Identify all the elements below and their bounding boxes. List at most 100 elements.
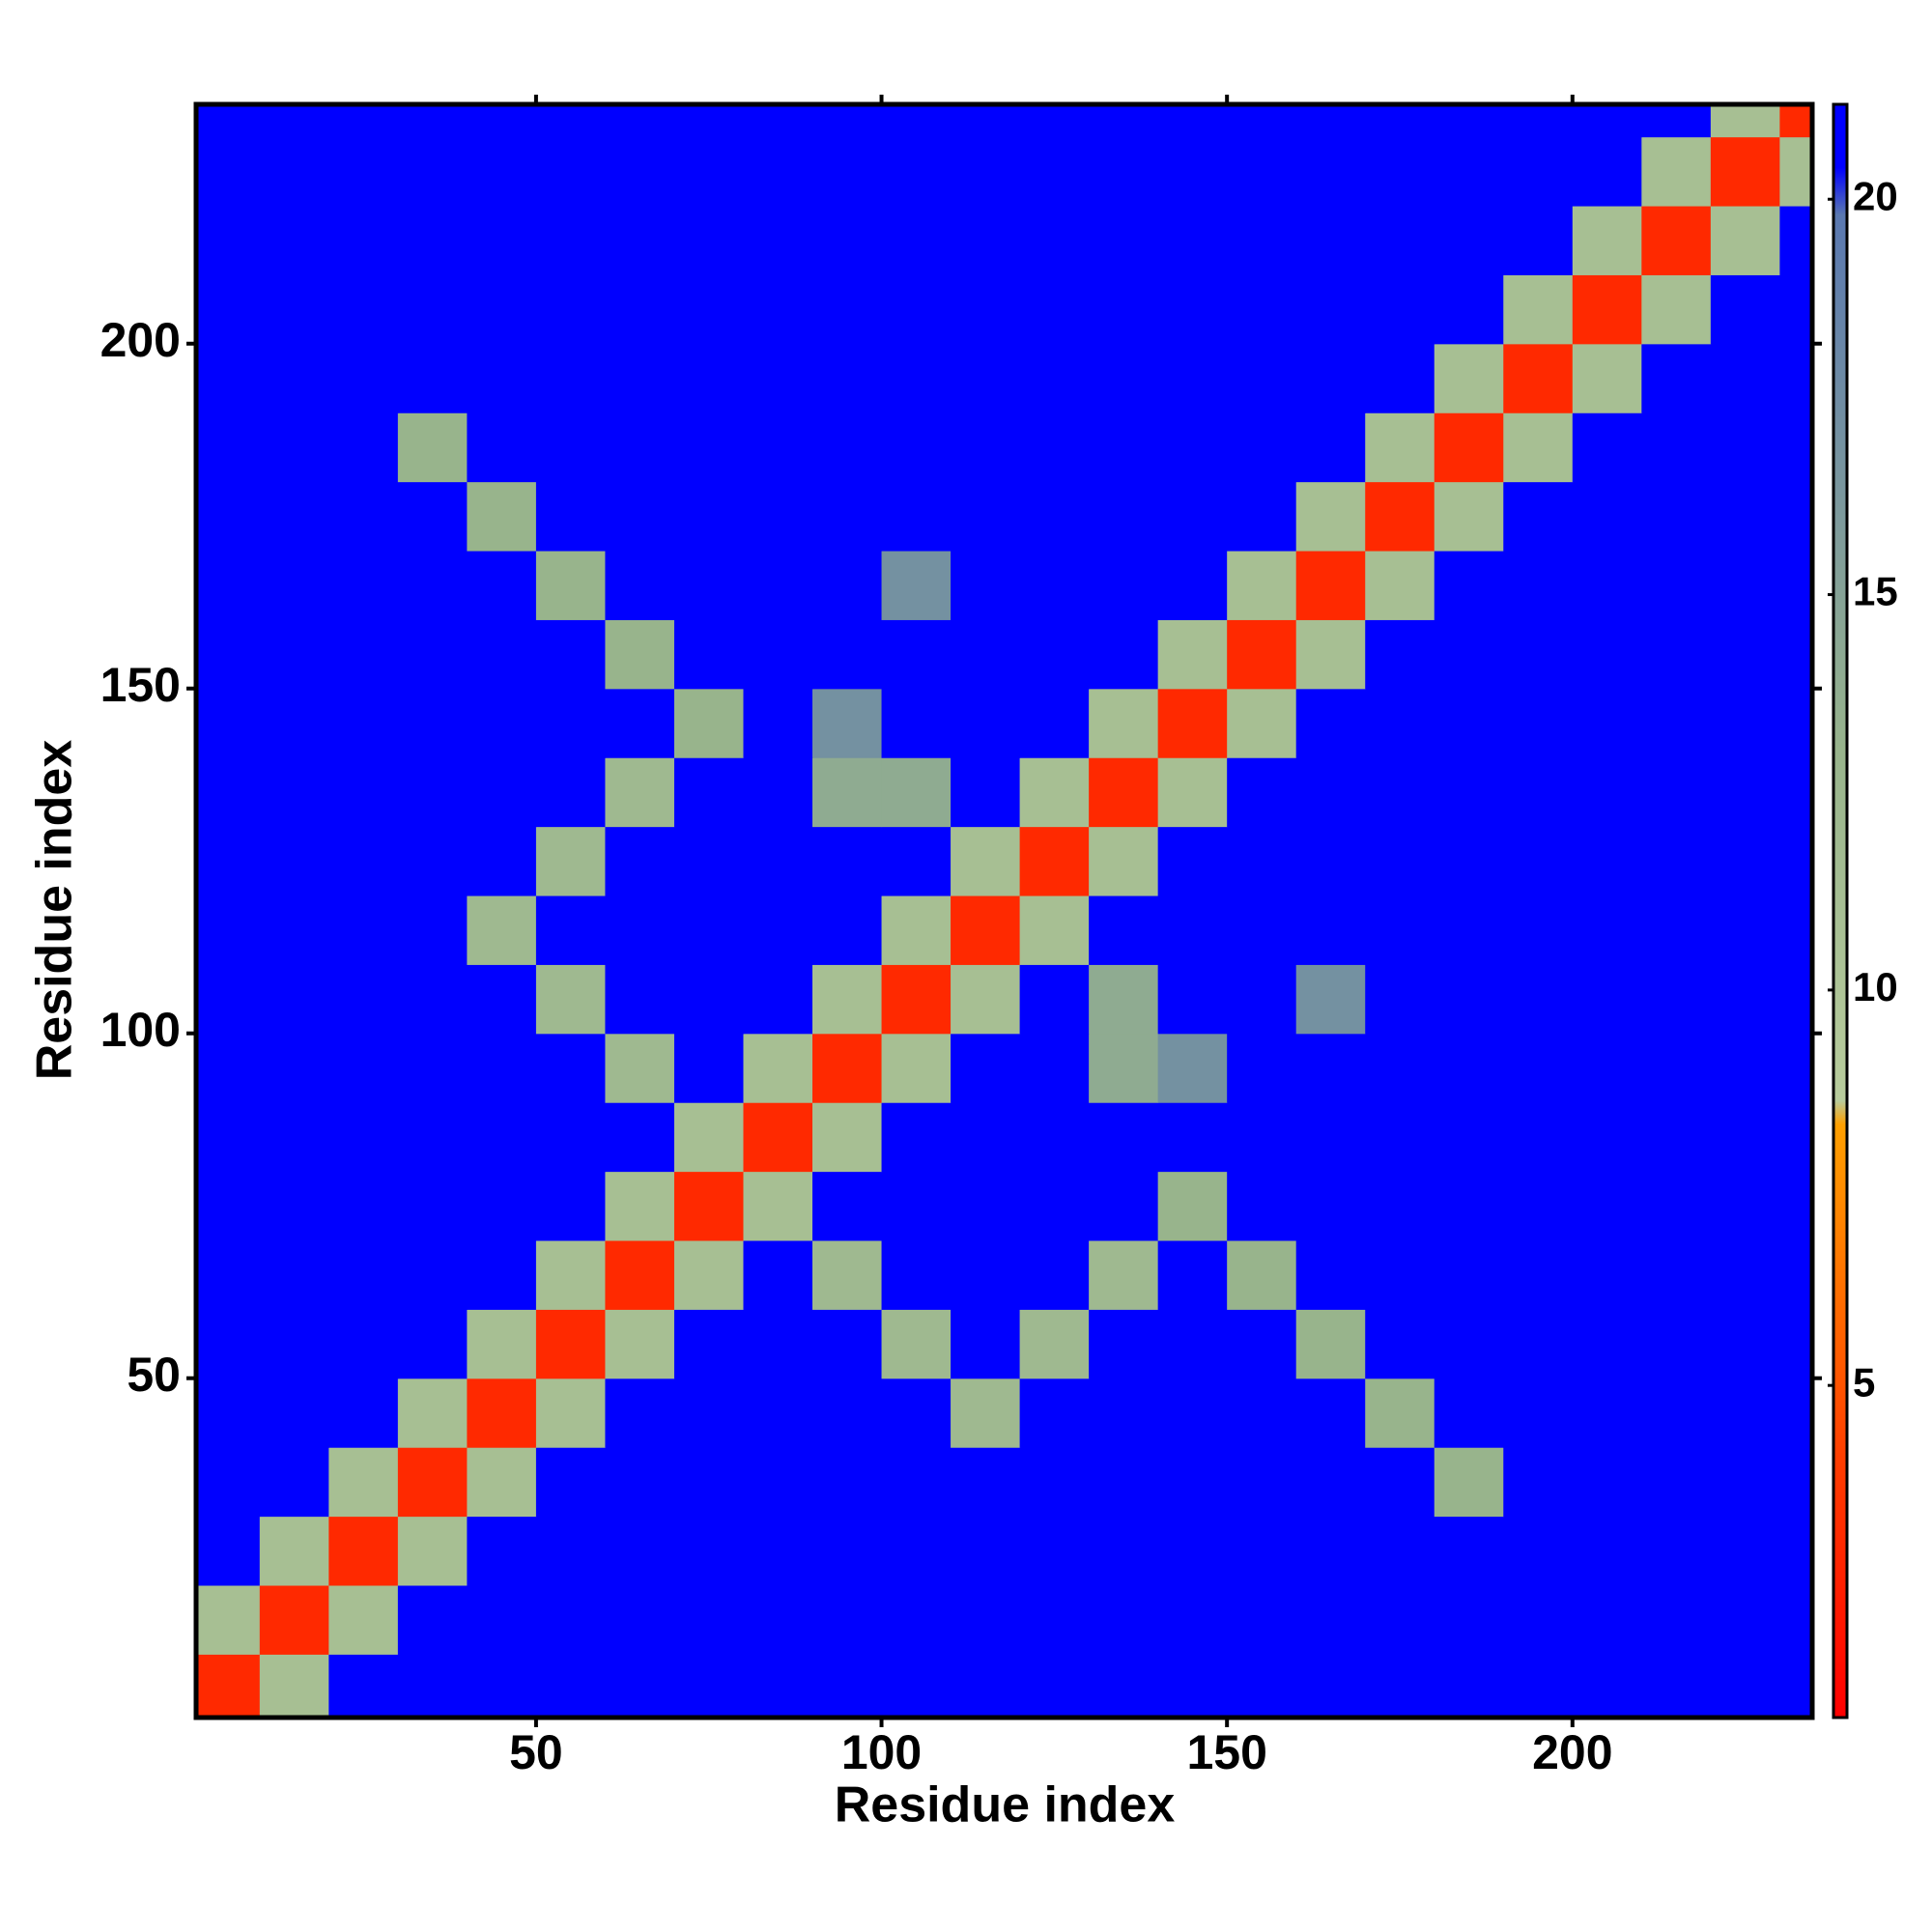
heatmap-cell — [328, 205, 399, 275]
heatmap-cell — [673, 1033, 745, 1103]
heatmap-cell — [196, 481, 261, 552]
heatmap-cell — [259, 104, 329, 138]
heatmap-cell — [328, 964, 399, 1035]
heatmap-cell — [1157, 1584, 1228, 1655]
heatmap-cell — [1019, 826, 1090, 896]
heatmap-cell — [605, 1309, 675, 1379]
heatmap-cell — [743, 757, 813, 828]
heatmap-cell — [1434, 550, 1504, 620]
heatmap-cell — [1365, 895, 1435, 965]
heatmap-cell — [1710, 895, 1780, 965]
heatmap-cell — [673, 274, 745, 345]
heatmap-cell — [743, 826, 813, 896]
heatmap-cell — [951, 757, 1021, 828]
heatmap-cell — [743, 1447, 813, 1518]
heatmap-cell — [467, 1378, 537, 1448]
heatmap-cell — [397, 1309, 468, 1379]
colorbar — [1832, 102, 1849, 1719]
heatmap-cell — [1434, 1654, 1504, 1718]
heatmap-cell — [259, 964, 329, 1035]
heatmap-cell — [951, 964, 1021, 1035]
heatmap-cell — [328, 1309, 399, 1379]
heatmap-cell — [673, 619, 745, 690]
heatmap-cell — [1019, 1102, 1090, 1173]
heatmap-cell — [1089, 1239, 1159, 1310]
heatmap-cell — [1710, 136, 1780, 207]
heatmap-cell — [535, 104, 607, 138]
heatmap-cell — [1503, 550, 1574, 620]
colorbar-tick-label: 10 — [1853, 964, 1898, 1009]
heatmap-cell — [1779, 1309, 1812, 1379]
heatmap-cell — [1641, 1516, 1712, 1586]
heatmap-cell — [1710, 104, 1780, 138]
heatmap-cell — [1434, 1447, 1504, 1518]
heatmap-cell — [1295, 1171, 1366, 1241]
heatmap-cell — [397, 1516, 468, 1586]
heatmap-cell — [812, 104, 883, 138]
heatmap-cell — [812, 1239, 883, 1310]
heatmap-cell — [812, 895, 883, 965]
heatmap-cell — [328, 1033, 399, 1103]
heatmap-cell — [1572, 205, 1642, 275]
heatmap-cell — [1434, 274, 1504, 345]
heatmap-cell — [743, 688, 813, 758]
heatmap-cell — [467, 757, 537, 828]
heatmap-cell — [259, 1654, 329, 1718]
heatmap-cell — [951, 1516, 1021, 1586]
heatmap-cell — [743, 1239, 813, 1310]
heatmap-cell — [1019, 1309, 1090, 1379]
heatmap-cell — [1157, 1309, 1228, 1379]
heatmap-cell — [397, 1102, 468, 1173]
heatmap-cell — [196, 1102, 261, 1173]
heatmap-cell — [1434, 104, 1504, 138]
heatmap-cell — [196, 274, 261, 345]
heatmap-cell — [1019, 1378, 1090, 1448]
heatmap-cell — [743, 1033, 813, 1103]
heatmap-cell — [397, 343, 468, 413]
heatmap-cell — [1503, 1654, 1574, 1718]
heatmap-cell — [1227, 1447, 1297, 1518]
heatmap-cell — [1572, 1516, 1642, 1586]
heatmap-cell — [673, 964, 745, 1035]
heatmap-cell — [1503, 274, 1574, 345]
heatmap-cell — [1434, 1239, 1504, 1310]
heatmap-cell — [1365, 1584, 1435, 1655]
heatmap-cell — [1779, 1102, 1812, 1173]
heatmap-cell — [1295, 1378, 1366, 1448]
y-tick-label: 100 — [100, 1003, 181, 1057]
heatmap-cell — [1365, 688, 1435, 758]
heatmap-cell — [1089, 1654, 1159, 1718]
heatmap-cell — [1503, 1516, 1574, 1586]
heatmap-cell — [743, 1584, 813, 1655]
heatmap-cell — [951, 1447, 1021, 1518]
heatmap-cell — [196, 1171, 261, 1241]
heatmap-cell — [743, 1309, 813, 1379]
heatmap-cell — [259, 1033, 329, 1103]
heatmap-cell — [881, 619, 952, 690]
heatmap-cell — [1227, 964, 1297, 1035]
heatmap-cell — [1572, 1309, 1642, 1379]
heatmap-cell — [1295, 964, 1366, 1035]
heatmap — [196, 104, 1812, 1718]
heatmap-cell — [812, 205, 883, 275]
heatmap-cell — [1641, 412, 1712, 483]
heatmap-cell — [1365, 205, 1435, 275]
heatmap-cell — [951, 1378, 1021, 1448]
heatmap-cell — [1157, 1102, 1228, 1173]
heatmap-cell — [881, 1033, 952, 1103]
heatmap-cell — [881, 1447, 952, 1518]
heatmap-cell — [743, 104, 813, 138]
heatmap-cell — [1295, 1584, 1366, 1655]
heatmap-cell — [1089, 964, 1159, 1035]
heatmap-cell — [196, 1584, 261, 1655]
heatmap-cell — [1295, 619, 1366, 690]
heatmap-cell — [605, 481, 675, 552]
heatmap-cell — [1572, 274, 1642, 345]
heatmap-cell — [397, 136, 468, 207]
heatmap-cell — [328, 757, 399, 828]
heatmap-cell — [1227, 205, 1297, 275]
colorbar-tick-label: 20 — [1853, 173, 1898, 218]
heatmap-cell — [1227, 1516, 1297, 1586]
heatmap-cell — [1503, 1309, 1574, 1379]
heatmap-cell — [397, 964, 468, 1035]
